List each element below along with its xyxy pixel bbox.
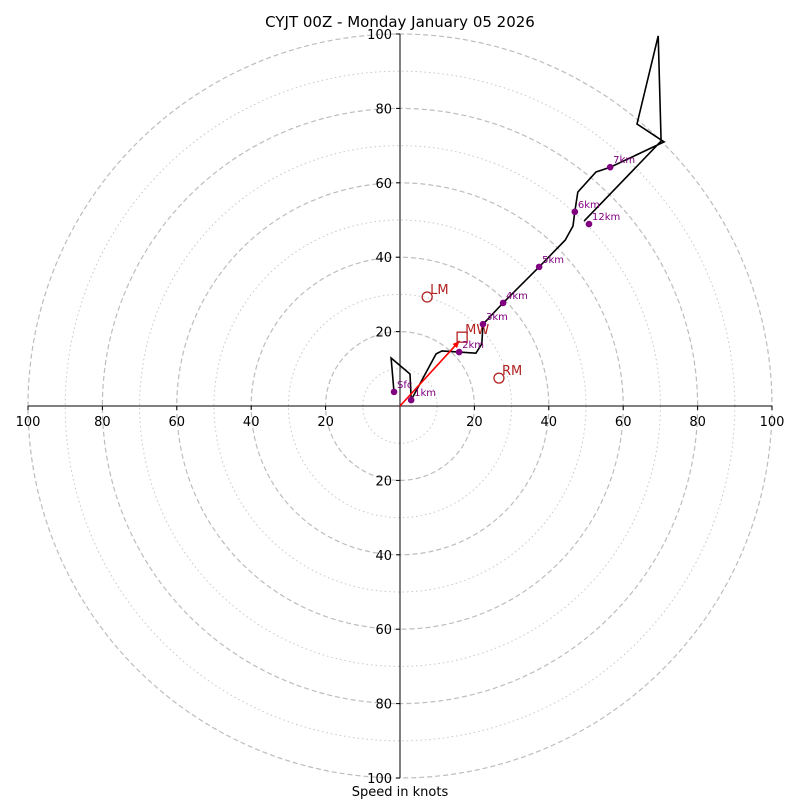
y-tick-label: 40 xyxy=(375,251,392,266)
y-tick-label: 100 xyxy=(367,772,392,787)
height-marker-label: Sfc xyxy=(397,380,412,391)
y-tick-label: 100 xyxy=(367,28,392,43)
y-tick-label: 40 xyxy=(375,549,392,564)
x-tick-label: 100 xyxy=(16,415,41,430)
y-tick-label: 20 xyxy=(375,474,392,489)
x-tick-label: 60 xyxy=(169,415,186,430)
height-marker-dot xyxy=(499,299,507,307)
y-tick-label: 20 xyxy=(375,326,392,341)
hodograph-trace xyxy=(390,35,666,403)
lm-marker xyxy=(421,291,433,303)
height-marker-dot xyxy=(535,263,543,271)
x-tick-label: 20 xyxy=(466,415,483,430)
shear-vector-line xyxy=(399,340,461,407)
y-tick-label: 60 xyxy=(375,623,392,638)
height-marker-dot xyxy=(606,163,614,171)
height-marker-label: 2km xyxy=(462,340,484,351)
height-marker-label: 6km xyxy=(578,200,600,211)
height-marker-dot xyxy=(407,396,415,404)
height-marker-label: 4km xyxy=(506,291,528,302)
height-marker-dot xyxy=(390,388,398,396)
x-tick-label: 60 xyxy=(615,415,632,430)
height-marker-label: 12km xyxy=(592,212,620,223)
height-marker-label: 5km xyxy=(542,255,564,266)
x-tick-label: 80 xyxy=(94,415,111,430)
x-tick-label: 20 xyxy=(317,415,334,430)
y-tick-label: 60 xyxy=(375,177,392,192)
mw-marker xyxy=(456,331,468,343)
x-tick-label: 40 xyxy=(243,415,260,430)
x-tick-label: 80 xyxy=(689,415,706,430)
rm-label: RM xyxy=(502,364,522,379)
height-marker-label: 7km xyxy=(613,155,635,166)
height-marker-dot xyxy=(585,220,593,228)
hodograph-line xyxy=(390,35,666,403)
height-marker-label: 1km xyxy=(414,388,436,399)
rm-marker xyxy=(493,372,505,384)
height-marker-dot xyxy=(479,320,487,328)
height-marker-dot xyxy=(455,348,463,356)
tick-labels: 100 80 60 40 20 20 40 60 80 100 100 80 60 40 20 20 40 60 8… xyxy=(16,28,785,787)
y-tick-label: 80 xyxy=(375,698,392,713)
x-tick-label: 40 xyxy=(541,415,558,430)
x-tick-label: 100 xyxy=(760,415,785,430)
height-marker-dot xyxy=(571,208,579,216)
y-tick-label: 80 xyxy=(375,102,392,117)
lm-label: LM xyxy=(430,283,448,298)
x-axis-label: Speed in knots xyxy=(352,785,449,800)
height-marker-label: 3km xyxy=(486,312,508,323)
chart-title: CYJT 00Z - Monday January 05 2026 xyxy=(265,13,535,31)
